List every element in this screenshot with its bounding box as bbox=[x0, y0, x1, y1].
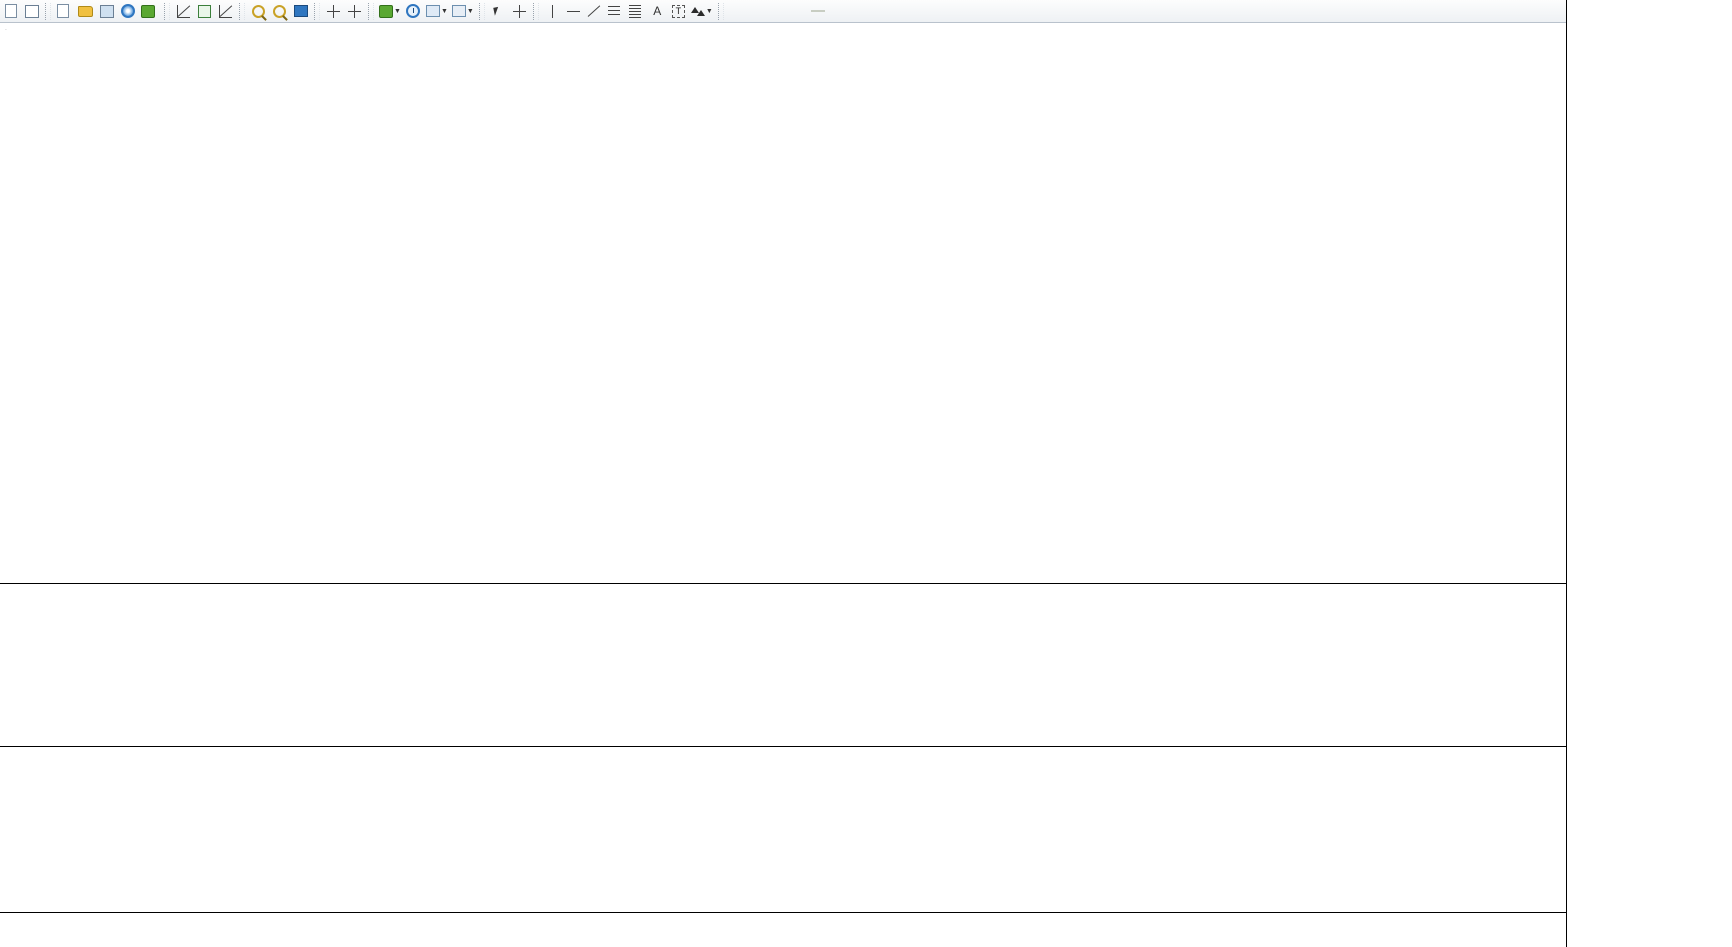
new-order-button[interactable] bbox=[54, 1, 75, 22]
toolbar-separator bbox=[478, 2, 485, 20]
new-order-icon bbox=[57, 4, 69, 18]
cursor-tool-icon[interactable] bbox=[488, 1, 509, 22]
main-toolbar: ▼ ▼ ▼ A T ▼ bbox=[0, 0, 1732, 23]
text-tool-icon[interactable]: A bbox=[653, 4, 662, 18]
toolbar-separator bbox=[717, 2, 724, 20]
autotrading-icon bbox=[141, 4, 155, 18]
chevron-down-icon: ▼ bbox=[466, 7, 474, 15]
line-chart-icon[interactable] bbox=[215, 1, 236, 22]
chevron-down-icon: ▼ bbox=[705, 7, 713, 15]
timeframe-d1[interactable] bbox=[810, 10, 825, 12]
timeframe-m30[interactable] bbox=[769, 10, 783, 12]
timeframe-mn[interactable] bbox=[839, 10, 853, 12]
text-label-tool-icon[interactable]: T bbox=[668, 1, 689, 22]
chevron-down-icon: ▼ bbox=[440, 7, 448, 15]
chart-grid-icon[interactable] bbox=[290, 1, 311, 22]
horizontal-line-tool-icon[interactable] bbox=[563, 1, 584, 22]
auto-scroll-icon[interactable] bbox=[323, 1, 344, 22]
folder-icon[interactable] bbox=[75, 1, 96, 22]
trendline-tool-icon[interactable] bbox=[584, 1, 605, 22]
chart-shift-icon[interactable] bbox=[344, 1, 365, 22]
timeframe-h1[interactable] bbox=[783, 10, 797, 12]
zoom-in-icon[interactable] bbox=[248, 1, 269, 22]
crosshair-tool-icon[interactable] bbox=[509, 1, 530, 22]
vertical-line-tool-icon[interactable] bbox=[542, 1, 563, 22]
equidistant-channel-icon[interactable] bbox=[605, 1, 626, 22]
rsi-canvas bbox=[0, 747, 1566, 913]
toolbar-separator bbox=[532, 2, 539, 20]
candlestick-chart-icon[interactable] bbox=[194, 1, 215, 22]
timeframe-m1[interactable] bbox=[727, 10, 741, 12]
new-chart-icon[interactable] bbox=[0, 1, 21, 22]
zoom-out-icon[interactable] bbox=[269, 1, 290, 22]
timeframe-m5[interactable] bbox=[741, 10, 755, 12]
price-chart-canvas bbox=[0, 30, 1566, 582]
macd-canvas bbox=[0, 584, 1566, 744]
autotrading-button[interactable] bbox=[138, 1, 161, 22]
toolbar-separator bbox=[368, 2, 374, 20]
market-watch-icon[interactable] bbox=[21, 1, 42, 22]
toolbar-separator bbox=[164, 2, 170, 20]
print-icon[interactable] bbox=[96, 1, 117, 22]
timeframe-m15[interactable] bbox=[755, 10, 769, 12]
templates-icon[interactable]: ▼ bbox=[424, 1, 450, 22]
indicators-icon[interactable]: ▼ bbox=[377, 1, 403, 22]
timeframe-w1[interactable] bbox=[825, 10, 839, 12]
toolbar-separator bbox=[239, 2, 245, 20]
time-axis[interactable] bbox=[0, 912, 1566, 947]
toolbar-separator bbox=[45, 2, 51, 20]
timeframe-h4[interactable] bbox=[797, 10, 811, 12]
price-axis[interactable] bbox=[1566, 0, 1732, 947]
macd-pane[interactable] bbox=[0, 583, 1566, 743]
globe-icon[interactable] bbox=[117, 1, 138, 22]
price-chart-pane[interactable] bbox=[0, 30, 1566, 582]
chevron-down-icon: ▼ bbox=[394, 7, 401, 15]
periods-icon[interactable] bbox=[403, 1, 424, 22]
toolbar-separator bbox=[314, 2, 320, 20]
shapes-tool-icon[interactable]: ▼ bbox=[689, 1, 715, 22]
rsi-pane[interactable] bbox=[0, 746, 1566, 912]
bar-chart-icon[interactable] bbox=[173, 1, 194, 22]
fibonacci-tool-icon[interactable] bbox=[626, 1, 647, 22]
template-list-icon[interactable]: ▼ bbox=[450, 1, 476, 22]
